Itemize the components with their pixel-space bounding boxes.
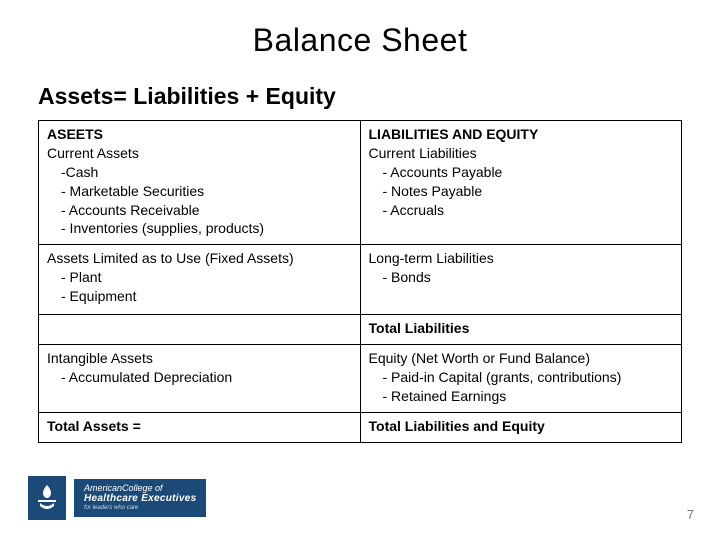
line: - Accumulated Depreciation	[47, 368, 352, 387]
logo-text-block: AmericanCollege of Healthcare Executives…	[74, 479, 206, 517]
slide: Balance Sheet Assets= Liabilities + Equi…	[0, 0, 720, 540]
cell-fixed-assets: Assets Limited as to Use (Fixed Assets) …	[39, 245, 361, 315]
cell-total-liabilities: Total Liabilities	[360, 315, 682, 345]
line: - Accounts Payable	[369, 163, 674, 182]
total-liab-equity-header: Total Liabilities and Equity	[369, 418, 545, 434]
line: - Retained Earnings	[369, 387, 674, 406]
line: - Plant	[47, 268, 352, 287]
line: - Paid-in Capital (grants, contributions…	[369, 368, 674, 387]
line: Current Assets	[47, 145, 139, 161]
line: Current Liabilities	[369, 145, 477, 161]
logo-line2: Healthcare Executives	[84, 493, 196, 504]
line: - Bonds	[369, 268, 674, 287]
cell-intangible: Intangible Assets - Accumulated Deprecia…	[39, 345, 361, 413]
cell-total-assets: Total Assets =	[39, 412, 361, 442]
line: -Cash	[47, 163, 352, 182]
line: Equity (Net Worth or Fund Balance)	[369, 350, 591, 366]
line: - Accruals	[369, 201, 674, 220]
cell-total-liab-equity: Total Liabilities and Equity	[360, 412, 682, 442]
logo-icon	[28, 476, 66, 520]
table-row: Assets Limited as to Use (Fixed Assets) …	[39, 245, 682, 315]
table-row: Total Assets = Total Liabilities and Equ…	[39, 412, 682, 442]
table-row: Total Liabilities	[39, 315, 682, 345]
line: - Marketable Securities	[47, 182, 352, 201]
line: - Accounts Receivable	[47, 201, 352, 220]
table-row: Intangible Assets - Accumulated Deprecia…	[39, 345, 682, 413]
line: - Equipment	[47, 287, 352, 306]
line: Long-term Liabilities	[369, 250, 494, 266]
cell-empty	[39, 315, 361, 345]
logo-tagline: for leaders who care	[84, 505, 196, 511]
cell-assets-current: ASEETS Current Assets -Cash - Marketable…	[39, 121, 361, 245]
balance-sheet-table: ASEETS Current Assets -Cash - Marketable…	[38, 120, 682, 443]
line: Intangible Assets	[47, 350, 153, 366]
logo-line1-prefix: American	[84, 483, 122, 493]
line: Assets Limited as to Use (Fixed Assets)	[47, 250, 294, 266]
total-liabilities-header: Total Liabilities	[369, 320, 470, 336]
footer-logo: AmericanCollege of Healthcare Executives…	[28, 476, 206, 520]
line: - Notes Payable	[369, 182, 674, 201]
logo-line1-rest: College of	[122, 483, 163, 493]
total-assets-header: Total Assets =	[47, 418, 141, 434]
logo-line1: AmericanCollege of	[84, 483, 196, 493]
cell-liabilities-current: LIABILITIES AND EQUITY Current Liabiliti…	[360, 121, 682, 245]
page-number: 7	[687, 507, 694, 522]
page-title: Balance Sheet	[38, 22, 682, 59]
assets-header: ASEETS	[47, 126, 103, 142]
table-row: ASEETS Current Assets -Cash - Marketable…	[39, 121, 682, 245]
equation-text: Assets= Liabilities + Equity	[38, 83, 682, 110]
cell-equity: Equity (Net Worth or Fund Balance) - Pai…	[360, 345, 682, 413]
cell-longterm-liabilities: Long-term Liabilities - Bonds	[360, 245, 682, 315]
line: - Inventories (supplies, products)	[47, 219, 352, 238]
liabilities-header: LIABILITIES AND EQUITY	[369, 126, 539, 142]
